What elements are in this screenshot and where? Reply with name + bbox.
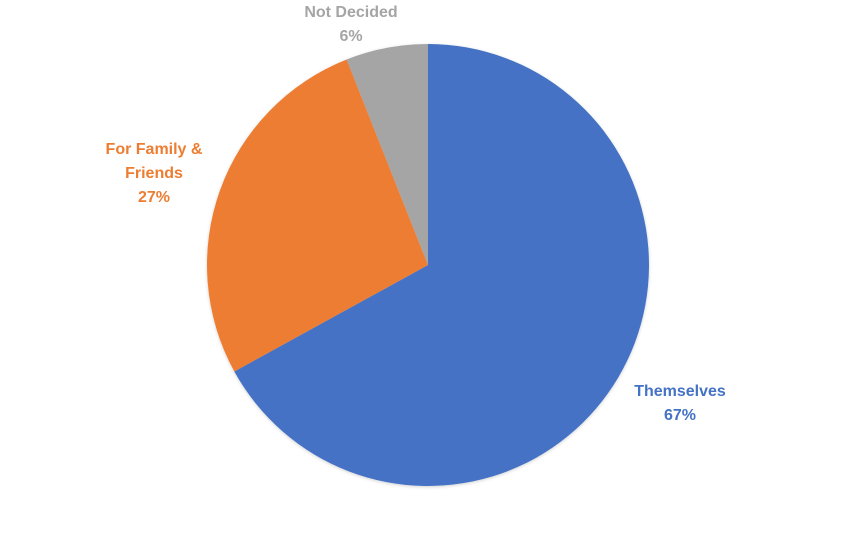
- pie-slice-0: [234, 44, 650, 486]
- data-label-2: Not Decided 6%: [304, 4, 397, 45]
- percent-label: 67%: [664, 407, 696, 424]
- category-label: Themselves: [634, 383, 726, 400]
- pie-slice-1: [207, 59, 428, 372]
- percent-label: 6%: [339, 28, 362, 45]
- pie-labels: Themselves 67% For Family & Friends 27% Not D…: [106, 4, 726, 424]
- category-label: For Family &: [106, 141, 203, 158]
- pie-slice-2: [346, 44, 428, 265]
- percent-label: 27%: [138, 189, 170, 206]
- category-label: Friends: [125, 165, 183, 182]
- pie-slices: [207, 44, 650, 486]
- data-label-1: For Family & Friends 27%: [106, 141, 203, 206]
- data-label-0: Themselves 67%: [634, 383, 726, 424]
- category-label: Not Decided: [304, 4, 397, 21]
